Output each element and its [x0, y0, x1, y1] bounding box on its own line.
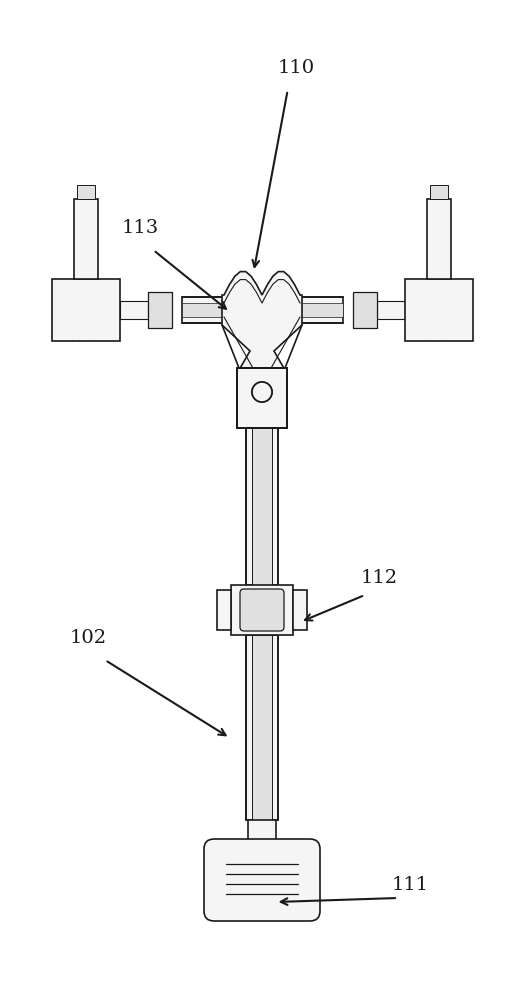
Bar — [182, 297, 224, 323]
Bar — [148, 292, 172, 328]
Bar — [77, 185, 95, 199]
Bar — [237, 368, 287, 428]
Text: 110: 110 — [278, 59, 315, 77]
Bar — [237, 368, 287, 428]
Bar — [246, 428, 278, 585]
Bar — [246, 635, 278, 820]
Bar — [405, 279, 473, 341]
Text: 112: 112 — [361, 569, 397, 587]
Bar — [217, 590, 231, 630]
Bar — [52, 279, 120, 341]
Bar — [300, 297, 343, 323]
Text: 111: 111 — [392, 876, 429, 894]
Polygon shape — [222, 272, 302, 370]
Bar — [74, 199, 98, 279]
Circle shape — [252, 382, 272, 402]
Bar — [252, 635, 272, 820]
FancyBboxPatch shape — [204, 839, 320, 921]
Bar — [248, 820, 276, 840]
FancyBboxPatch shape — [240, 589, 284, 631]
Bar — [237, 368, 287, 428]
Bar — [120, 301, 148, 319]
Bar — [237, 368, 287, 428]
Bar — [293, 590, 307, 630]
Bar — [377, 301, 405, 319]
Bar — [353, 292, 377, 328]
Bar — [252, 428, 272, 585]
Bar — [430, 185, 448, 199]
Bar — [427, 199, 451, 279]
Bar — [182, 303, 224, 317]
Bar — [231, 585, 293, 635]
Text: 102: 102 — [70, 629, 107, 647]
Bar — [300, 303, 343, 317]
Circle shape — [252, 382, 272, 402]
Text: 113: 113 — [122, 219, 159, 237]
